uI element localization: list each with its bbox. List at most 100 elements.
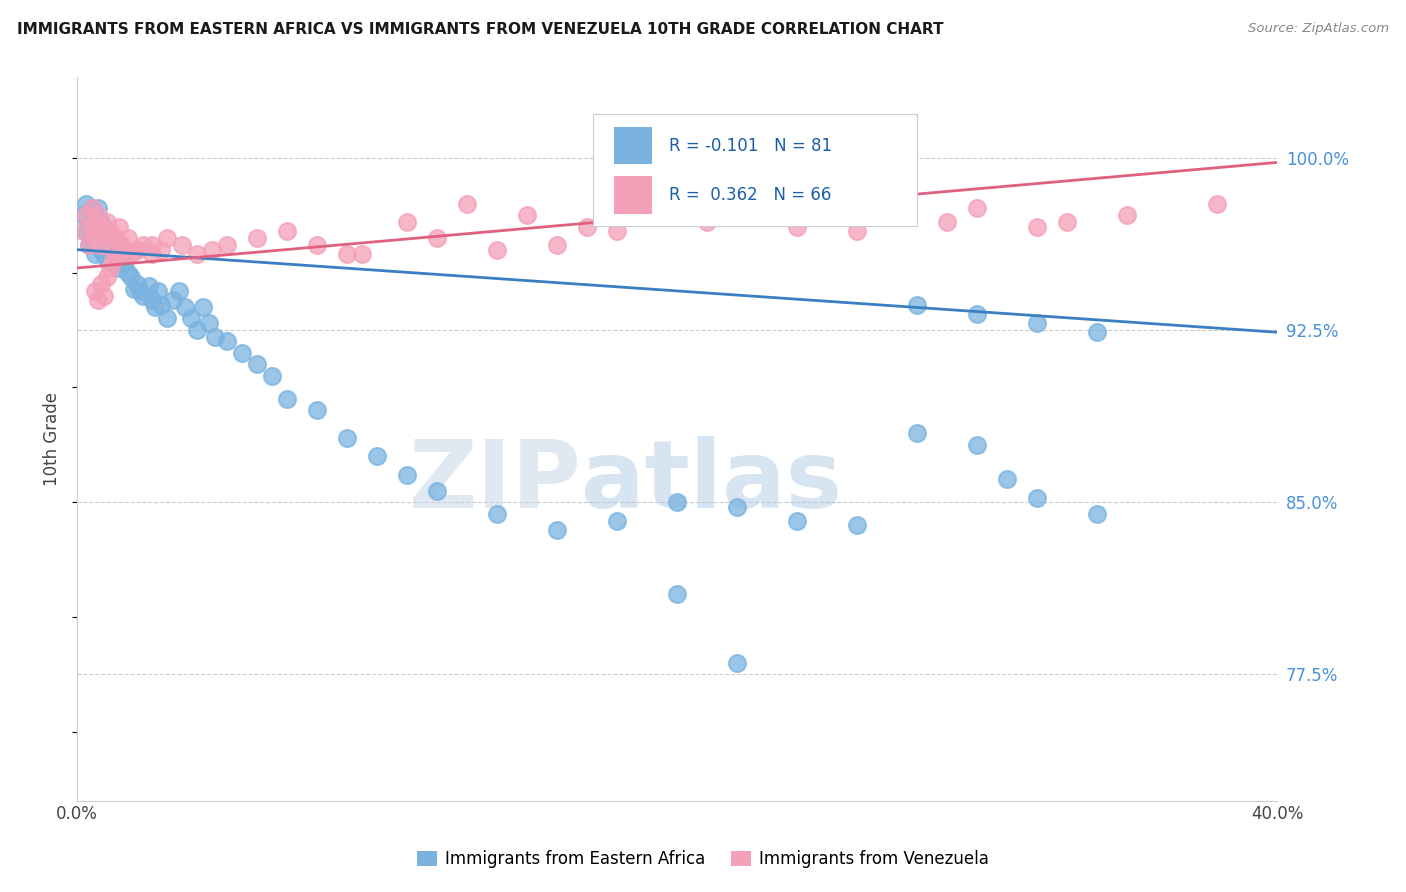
Point: [905, 298, 928, 312]
Point: [120, 270, 142, 285]
Point: [307, 403, 329, 417]
Point: [156, 311, 179, 326]
Point: [217, 238, 239, 252]
Point: [936, 215, 959, 229]
Point: [546, 238, 568, 252]
Y-axis label: 10th Grade: 10th Grade: [44, 392, 60, 486]
Point: [756, 208, 779, 222]
Point: [666, 587, 689, 601]
Point: [84, 247, 107, 261]
Point: [84, 284, 107, 298]
Point: [546, 523, 568, 537]
Point: [93, 224, 115, 238]
Point: [966, 307, 988, 321]
Point: [172, 238, 194, 252]
Point: [101, 243, 124, 257]
Point: [486, 243, 509, 257]
Point: [117, 231, 139, 245]
Point: [336, 247, 359, 261]
Point: [876, 208, 898, 222]
Point: [93, 219, 115, 234]
Point: [87, 208, 110, 222]
Point: [75, 224, 97, 238]
Point: [127, 277, 149, 291]
Point: [120, 247, 142, 261]
Point: [96, 215, 118, 229]
Point: [396, 215, 419, 229]
Point: [352, 247, 374, 261]
Point: [336, 431, 359, 445]
Point: [132, 288, 155, 302]
Point: [82, 202, 104, 216]
Point: [108, 260, 131, 275]
Point: [87, 234, 110, 248]
Point: [82, 215, 104, 229]
Text: R = -0.101   N = 81: R = -0.101 N = 81: [669, 136, 832, 154]
Text: R =  0.362   N = 66: R = 0.362 N = 66: [669, 186, 831, 204]
Point: [105, 254, 128, 268]
Point: [666, 202, 689, 216]
Point: [1026, 316, 1049, 330]
Point: [122, 282, 145, 296]
Point: [96, 238, 118, 252]
Point: [725, 500, 748, 514]
Point: [786, 514, 808, 528]
Point: [98, 231, 121, 245]
Point: [82, 219, 104, 234]
Point: [246, 231, 269, 245]
Bar: [613, 176, 652, 214]
Point: [486, 507, 509, 521]
Point: [905, 426, 928, 441]
Legend: Immigrants from Eastern Africa, Immigrants from Venezuela: Immigrants from Eastern Africa, Immigran…: [411, 844, 995, 875]
Point: [1026, 219, 1049, 234]
Point: [201, 243, 224, 257]
Point: [98, 224, 121, 238]
Point: [98, 247, 121, 261]
Point: [84, 238, 107, 252]
Point: [72, 208, 94, 222]
Point: [101, 243, 124, 257]
Point: [606, 224, 628, 238]
Point: [666, 495, 689, 509]
Point: [966, 438, 988, 452]
Point: [307, 238, 329, 252]
Point: [366, 449, 388, 463]
Point: [426, 231, 449, 245]
Point: [141, 247, 163, 261]
Point: [846, 518, 869, 533]
Point: [1206, 196, 1229, 211]
Point: [75, 208, 97, 222]
FancyBboxPatch shape: [593, 113, 917, 226]
Point: [93, 288, 115, 302]
Point: [231, 346, 253, 360]
Point: [696, 215, 718, 229]
Point: [87, 219, 110, 234]
Point: [77, 219, 100, 234]
Point: [262, 368, 284, 383]
Point: [105, 231, 128, 245]
Point: [246, 358, 269, 372]
Point: [75, 196, 97, 211]
Point: [87, 293, 110, 307]
Text: ZIP: ZIP: [408, 436, 581, 528]
Point: [725, 656, 748, 670]
Point: [156, 231, 179, 245]
Point: [995, 472, 1018, 486]
Point: [1087, 326, 1109, 340]
Point: [1087, 507, 1109, 521]
Point: [90, 219, 112, 234]
Point: [516, 208, 538, 222]
Point: [1116, 208, 1139, 222]
Point: [1026, 491, 1049, 505]
Point: [786, 219, 808, 234]
Point: [93, 247, 115, 261]
Point: [84, 224, 107, 238]
Point: [129, 284, 152, 298]
Point: [90, 277, 112, 291]
Point: [150, 243, 173, 257]
Point: [93, 234, 115, 248]
Point: [84, 215, 107, 229]
Point: [72, 224, 94, 238]
Point: [87, 202, 110, 216]
Point: [846, 224, 869, 238]
